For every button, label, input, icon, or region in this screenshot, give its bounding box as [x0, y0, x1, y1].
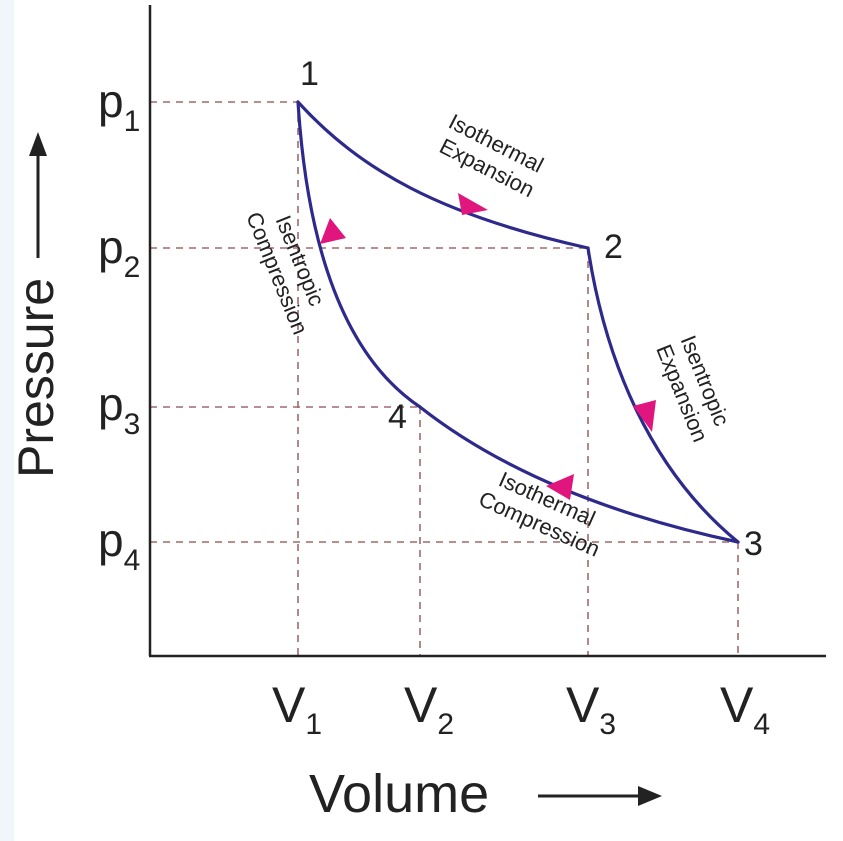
axes — [148, 5, 826, 658]
state-2: 2 — [604, 228, 623, 266]
x-axis-label: Volume — [309, 764, 489, 824]
tick-v3: V3 — [566, 677, 616, 741]
process-labels: Isothermal Expansion Isentropic Expansio… — [241, 109, 737, 562]
state-labels: 1 2 3 4 — [300, 55, 763, 563]
label-isentropic-expansion: Isentropic Expansion — [651, 331, 737, 445]
tick-p2: p2 — [98, 221, 140, 284]
arrow-4-1-icon — [320, 218, 346, 244]
pressure-tick-labels: p1 p2 p3 p4 — [98, 75, 140, 577]
x-axis-title: Volume — [309, 764, 662, 824]
arrow-1-2-icon — [458, 193, 488, 215]
tick-v2: V2 — [404, 677, 454, 741]
label-isentropic-compression: Isentropic Compression — [241, 199, 337, 338]
tick-p4: p4 — [98, 514, 140, 577]
volume-tick-labels: V1 V2 V3 V4 — [272, 677, 770, 741]
curve-1-2-isothermal-expansion — [296, 100, 590, 250]
y-axis-title: Pressure — [8, 132, 64, 478]
guide-lines — [150, 101, 739, 655]
arrow-2-3-icon — [633, 400, 656, 432]
label-isothermal-expansion: Isothermal Expansion — [433, 109, 553, 204]
tick-p3: p3 — [98, 378, 140, 441]
tick-v1: V1 — [272, 677, 322, 741]
label-isothermal-compression: Isothermal Compression — [475, 462, 614, 561]
curve-4-1-isentropic-compression — [296, 100, 422, 409]
direction-arrows — [320, 193, 656, 500]
diagram-frame — [14, 0, 843, 841]
y-axis-arrow-icon — [29, 132, 47, 156]
arrow-3-4-icon — [546, 474, 574, 500]
tick-p1: p1 — [98, 75, 140, 138]
state-4: 4 — [388, 398, 407, 436]
y-axis-label: Pressure — [8, 278, 64, 478]
state-3: 3 — [744, 525, 763, 563]
state-1: 1 — [300, 55, 319, 93]
x-axis-arrow-icon — [638, 786, 662, 806]
tick-v4: V4 — [720, 677, 770, 741]
